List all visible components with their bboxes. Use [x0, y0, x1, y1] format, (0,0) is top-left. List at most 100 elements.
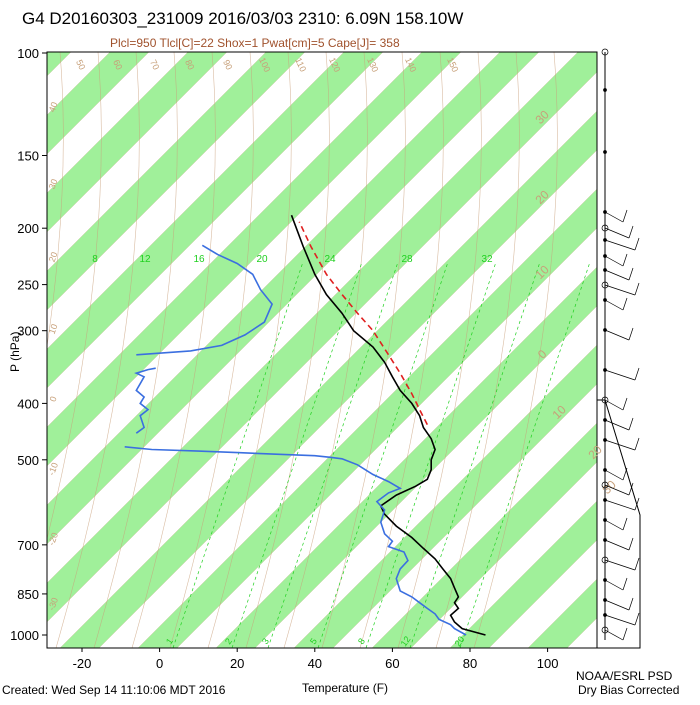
wind-flag	[628, 482, 634, 496]
wind-barb-column	[597, 48, 641, 649]
wind-barb	[604, 255, 624, 267]
mixing-ratio-label: 20	[256, 254, 268, 265]
theta-top-label: 130	[365, 56, 380, 74]
x-axis-label: Temperature (F)	[302, 681, 388, 695]
wind-flag	[628, 267, 634, 281]
wind-barb	[604, 419, 630, 431]
mixing-ratio-bottom-label: 12	[399, 634, 413, 648]
isotherm-line	[47, 52, 384, 389]
mixing-ratio-label: 24	[324, 254, 336, 265]
theta-left-label: 30	[47, 178, 60, 191]
isotherm-line	[47, 52, 579, 584]
y-tick-label: 850	[17, 587, 39, 602]
theta-top-label: 60	[111, 58, 124, 71]
theta-top-label: 50	[74, 58, 87, 71]
wind-flag	[634, 367, 640, 381]
wind-barb	[604, 284, 636, 296]
wind-flag	[622, 297, 628, 311]
isotherm-line	[47, 52, 111, 116]
wind-flag	[634, 237, 640, 251]
right-frame	[597, 399, 641, 649]
isotherm-line	[449, 500, 597, 648]
x-tick-label: 60	[385, 656, 399, 671]
chart-subtitle: Plcl=950 Tlcl[C]=22 Shox=1 Pwat[cm]=5 Ca…	[110, 36, 400, 50]
y-tick-label: 400	[17, 396, 39, 411]
x-tick-label: 0	[156, 656, 163, 671]
isotherm-line	[566, 617, 597, 648]
mixing-ratio-label: 12	[139, 254, 151, 265]
theta-left-label: -20	[46, 531, 60, 547]
wind-barb	[604, 329, 630, 341]
wind-flag	[622, 517, 628, 531]
dry-adiabat	[93, 52, 178, 648]
wind-barb	[604, 559, 636, 571]
y-axis-label: P (hPa)	[8, 332, 22, 372]
y-tick-label: 1000	[10, 628, 39, 643]
wind-barb	[604, 269, 630, 281]
theta-top-label: 90	[221, 58, 234, 71]
wind-barb	[604, 211, 624, 223]
dry-adiabat	[245, 52, 330, 648]
mixing-ratio-bottom-label: 1	[164, 636, 175, 646]
dry-adiabat	[359, 52, 444, 648]
isotherm-line	[293, 344, 597, 648]
mixing-ratio-bottom-label: 2	[223, 636, 234, 646]
isotherm-line	[254, 305, 597, 648]
theta-left-label: 0	[48, 395, 59, 403]
wind-flag	[622, 627, 628, 641]
footer-created: Created: Wed Sep 14 11:10:06 MDT 2016	[2, 683, 226, 697]
dewpoint-profile-2	[134, 367, 156, 434]
wind-point	[601, 626, 609, 634]
mixing-ratio-line	[459, 261, 591, 648]
isotherm-line	[47, 52, 189, 194]
isotherm-line	[47, 52, 423, 428]
footer-bias: Dry Bias Corrected	[578, 683, 679, 697]
isotherm-line	[47, 52, 72, 77]
wind-flag	[628, 537, 634, 551]
wind-flag	[622, 253, 628, 267]
y-tick-label: 700	[17, 538, 39, 553]
theta-left-label: 20	[47, 251, 60, 264]
mixing-ratio-bottom-label: 3	[260, 636, 271, 646]
mixing-ratio-line	[231, 261, 363, 648]
isotherm-line	[47, 52, 150, 155]
wind-barb	[604, 299, 624, 311]
wind-point	[601, 48, 609, 56]
mixing-ratio-line	[267, 261, 399, 648]
isotherm-line	[47, 52, 540, 545]
dry-adiabat	[131, 52, 216, 648]
wind-flag	[634, 497, 640, 511]
isotherm-lines	[47, 0, 700, 648]
dry-adiabat	[55, 52, 140, 648]
wind-flag	[622, 577, 628, 591]
wind-point	[601, 396, 609, 404]
isotherm-line	[47, 71, 597, 623]
dewpoint-profile-1	[124, 446, 467, 636]
wind-barb	[604, 227, 630, 239]
wind-flag	[634, 612, 640, 626]
dry-adiabat	[435, 52, 520, 648]
isotherm-line	[332, 383, 597, 648]
x-tick-label: 80	[463, 656, 477, 671]
series-layer	[124, 214, 486, 636]
wind-flag	[628, 597, 634, 611]
isotherm-line	[606, 0, 700, 648]
wind-flag	[622, 467, 628, 481]
theta-left-label: 40	[47, 101, 60, 114]
wind-point	[601, 281, 609, 289]
mixing-ratio-line	[172, 261, 304, 648]
wind-barb	[604, 499, 636, 511]
wind-flag	[628, 327, 634, 341]
theta-left-label: -30	[46, 596, 60, 612]
isotherm-line	[59, 110, 597, 648]
dry-adiabat	[169, 52, 254, 648]
wind-barb	[604, 439, 636, 451]
mixing-ratio-lines	[172, 261, 591, 648]
wind-flag	[634, 437, 640, 451]
wind-barb	[604, 369, 636, 381]
dewpoint-profile-3	[136, 244, 274, 356]
x-tick-label: -20	[73, 656, 92, 671]
